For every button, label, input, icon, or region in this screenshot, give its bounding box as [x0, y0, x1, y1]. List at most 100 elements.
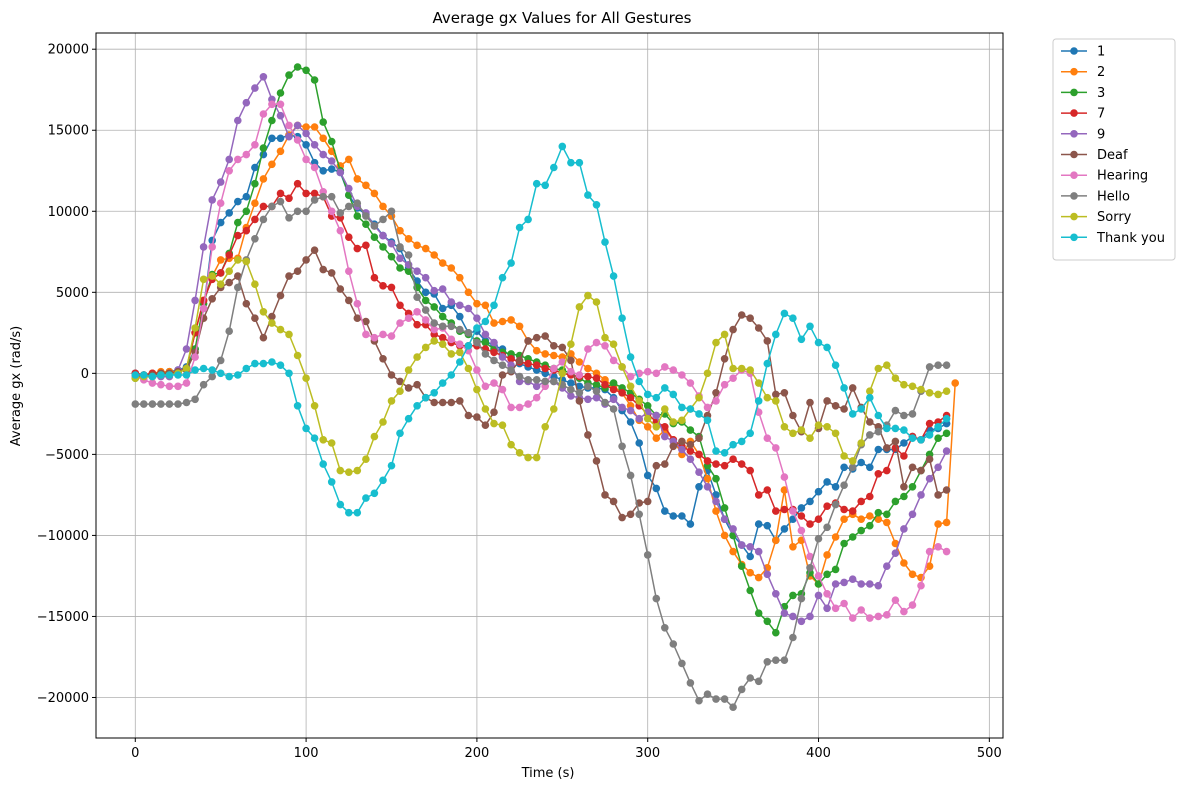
data-point: [421, 296, 430, 305]
data-point: [293, 179, 302, 188]
data-point: [438, 285, 447, 293]
data-point: [823, 523, 831, 532]
data-point: [814, 572, 823, 580]
data-point: [302, 374, 310, 383]
data-point: [814, 338, 823, 347]
legend-marker: [1070, 67, 1078, 76]
data-point: [712, 507, 720, 515]
data-point: [165, 400, 174, 408]
data-point: [934, 390, 942, 399]
data-point: [703, 457, 712, 465]
data-point: [387, 207, 396, 216]
data-point: [729, 525, 737, 533]
data-point: [712, 397, 720, 405]
data-point: [712, 497, 720, 506]
series-thank-you: [131, 142, 951, 517]
legend-item: Hello: [1061, 189, 1130, 204]
data-point: [199, 380, 208, 389]
data-point: [276, 89, 285, 97]
data-point: [481, 350, 490, 358]
data-point: [695, 696, 703, 705]
data-point: [831, 580, 840, 588]
data-point: [336, 226, 345, 235]
data-point: [661, 507, 669, 515]
data-point: [507, 366, 515, 374]
data-point: [695, 450, 703, 459]
data-point: [686, 679, 695, 687]
data-point: [780, 473, 789, 481]
data-point: [387, 252, 396, 261]
data-point: [259, 73, 268, 81]
data-point: [942, 361, 951, 370]
legend-label: 1: [1097, 45, 1105, 60]
data-point: [584, 382, 592, 391]
data-point: [754, 491, 763, 499]
data-point: [661, 460, 669, 468]
data-point: [524, 400, 532, 408]
data-point: [823, 478, 831, 486]
data-point: [438, 259, 447, 267]
data-point: [789, 314, 797, 323]
data-point: [746, 568, 754, 577]
data-point: [216, 218, 225, 227]
data-point: [293, 351, 302, 360]
data-point: [268, 319, 276, 327]
data-point: [225, 327, 233, 336]
data-point: [464, 411, 473, 420]
data-point: [754, 324, 763, 332]
data-point: [575, 389, 584, 397]
data-point: [635, 414, 643, 423]
data-point: [567, 356, 575, 365]
data-point: [293, 121, 302, 130]
data-point: [900, 439, 908, 447]
data-point: [763, 359, 772, 368]
data-point: [678, 659, 686, 668]
data-point: [276, 111, 285, 120]
data-point: [754, 379, 763, 387]
data-point: [413, 267, 421, 276]
data-point: [763, 658, 772, 666]
data-point: [293, 136, 302, 144]
legend-label: Deaf: [1097, 148, 1128, 163]
data-point: [618, 363, 626, 371]
data-point: [404, 235, 413, 243]
data-point: [891, 539, 900, 548]
data-point: [157, 400, 165, 408]
data-point: [772, 590, 780, 598]
data-point: [490, 319, 498, 327]
data-point: [532, 376, 541, 384]
data-point: [413, 308, 421, 316]
data-point: [661, 384, 669, 392]
legend-marker: [1070, 88, 1078, 97]
data-point: [575, 158, 584, 167]
data-point: [789, 633, 797, 642]
data-point: [857, 515, 865, 523]
data-point: [908, 601, 917, 609]
data-point: [379, 355, 387, 363]
data-point: [917, 466, 925, 475]
data-point: [643, 402, 652, 410]
data-point: [216, 356, 225, 365]
data-point: [515, 372, 524, 381]
data-point: [490, 356, 498, 365]
data-point: [806, 398, 814, 407]
data-point: [840, 515, 848, 523]
data-point: [942, 429, 951, 438]
data-point: [737, 460, 746, 468]
data-point: [293, 63, 302, 71]
data-point: [345, 184, 353, 193]
data-point: [951, 379, 959, 387]
data-point: [908, 510, 917, 519]
data-point: [456, 358, 464, 366]
data-point: [481, 382, 490, 391]
data-point: [763, 521, 772, 530]
data-point: [857, 580, 865, 588]
data-point: [848, 410, 857, 418]
data-point: [404, 384, 413, 392]
data-point: [336, 500, 345, 509]
data-point: [387, 239, 396, 248]
data-point: [797, 526, 806, 535]
data-point: [934, 520, 942, 528]
data-point: [780, 525, 789, 533]
data-point: [447, 335, 456, 344]
